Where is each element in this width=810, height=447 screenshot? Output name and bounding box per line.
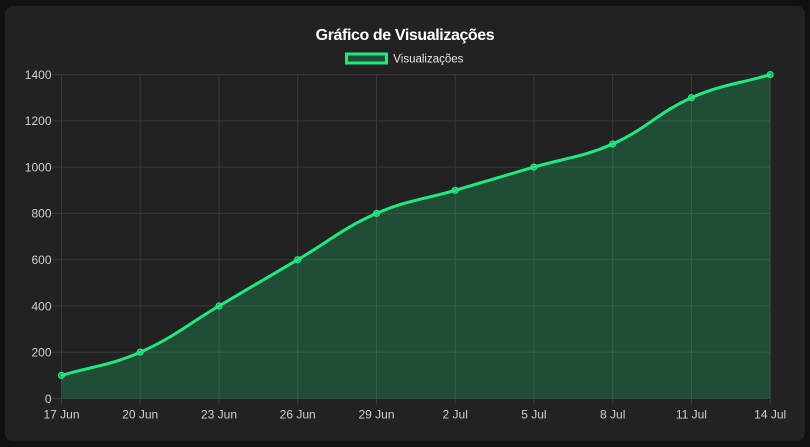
svg-text:1000: 1000 — [25, 160, 52, 174]
svg-text:29 Jun: 29 Jun — [358, 408, 394, 422]
svg-text:200: 200 — [31, 346, 51, 360]
svg-text:Visualizações: Visualizações — [393, 54, 463, 66]
svg-text:20 Jun: 20 Jun — [122, 408, 158, 422]
svg-text:600: 600 — [31, 253, 51, 267]
svg-text:26 Jun: 26 Jun — [280, 408, 316, 422]
svg-text:1400: 1400 — [25, 68, 52, 82]
svg-text:14 Jul: 14 Jul — [754, 408, 786, 422]
svg-text:800: 800 — [31, 207, 51, 221]
svg-text:0: 0 — [45, 392, 52, 406]
svg-text:400: 400 — [31, 299, 51, 313]
svg-text:8 Jul: 8 Jul — [600, 408, 625, 422]
svg-text:17 Jun: 17 Jun — [43, 408, 79, 422]
svg-text:11 Jul: 11 Jul — [676, 408, 707, 422]
svg-text:23 Jun: 23 Jun — [201, 408, 237, 422]
svg-text:5 Jul: 5 Jul — [521, 408, 546, 422]
svg-text:2 Jul: 2 Jul — [443, 408, 468, 422]
svg-text:Gráfico de Visualizações: Gráfico de Visualizações — [316, 27, 495, 44]
svg-text:1200: 1200 — [25, 114, 52, 128]
